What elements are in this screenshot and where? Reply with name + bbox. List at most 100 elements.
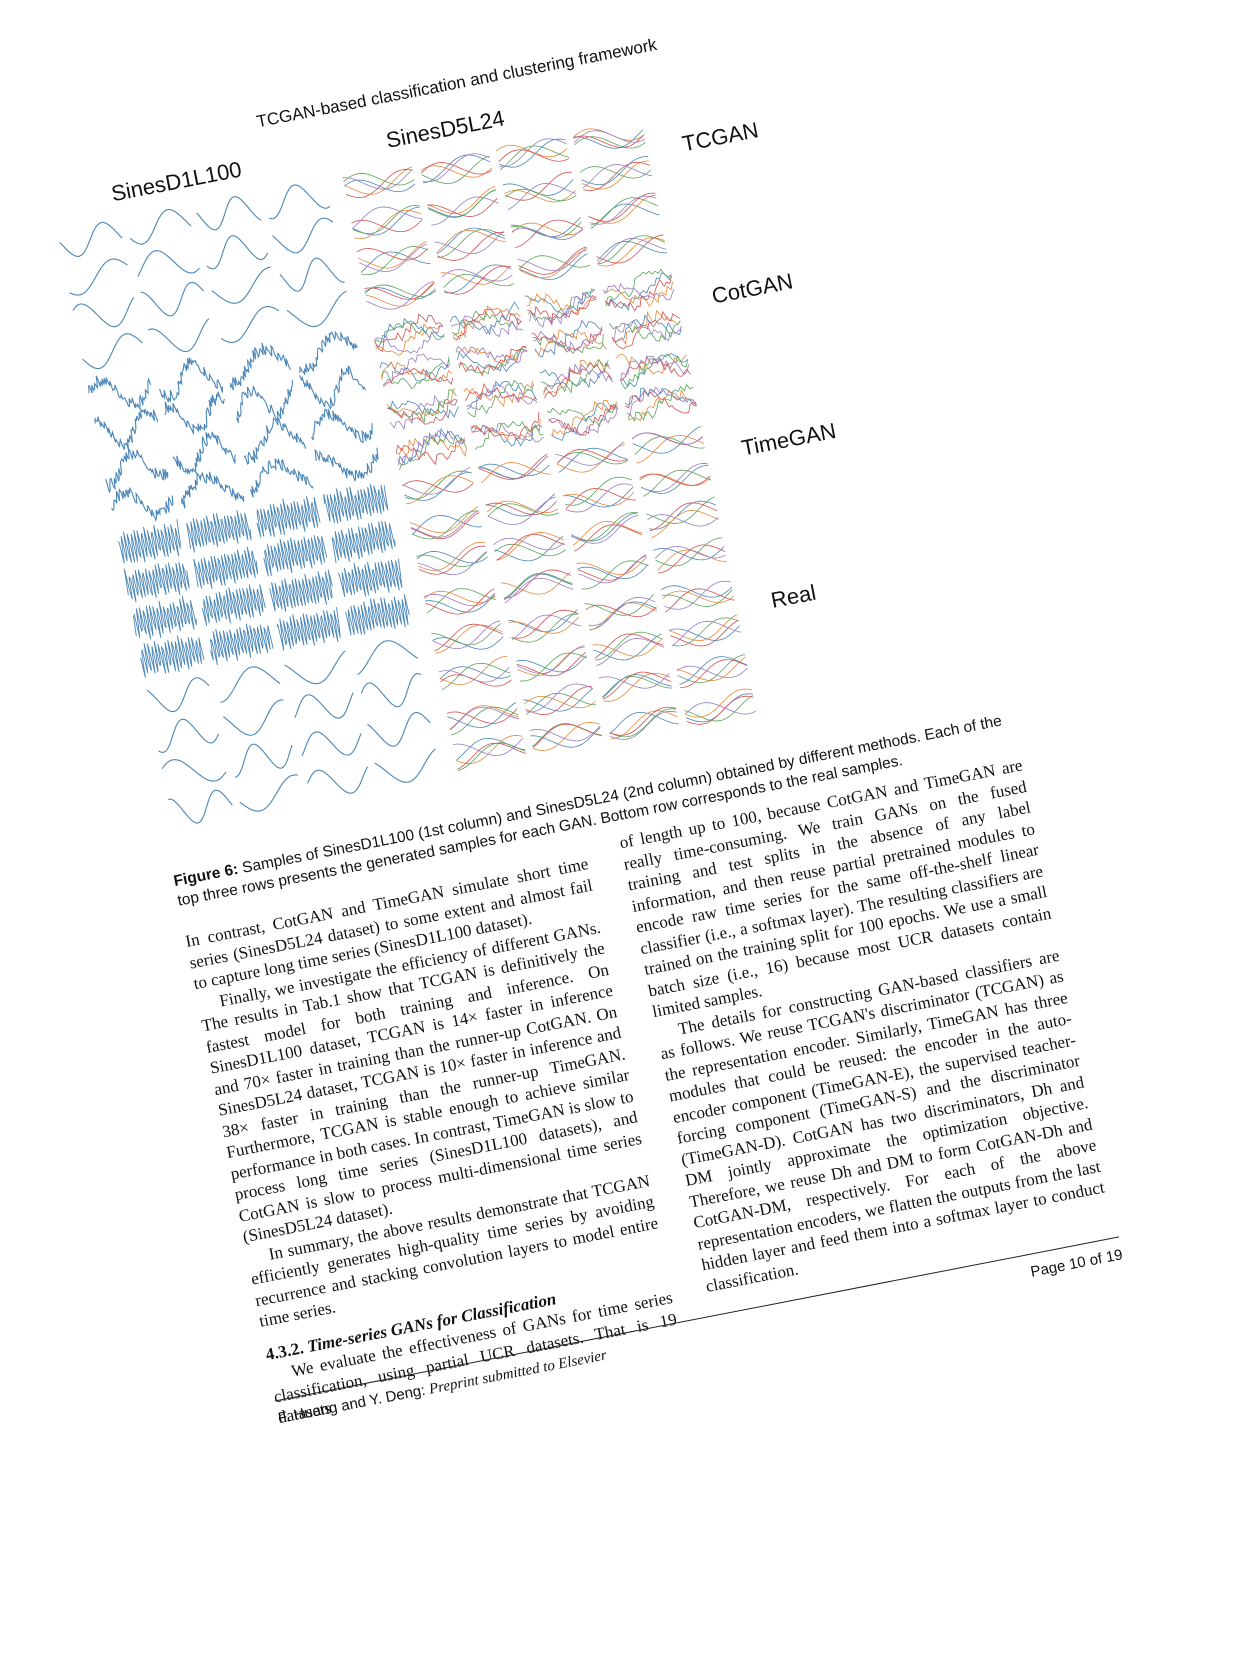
sample-line-d5l24 [451,310,524,335]
sample-line-d5l24 [455,345,528,365]
sample-line-d5l24 [446,708,518,724]
sample-line-d5l24 [609,711,680,735]
sample-line-d1l100 [230,342,291,391]
sample-line-d5l24 [668,625,740,641]
sample-line-d5l24 [597,235,666,265]
document-page: TCGAN-based classification and clusterin… [33,0,1163,1628]
sample-line-d5l24 [470,424,543,447]
sample-line-d5l24 [589,601,657,631]
sample-line-d5l24 [611,310,680,350]
sample-line-d5l24 [517,247,587,272]
sample-line-d5l24 [423,592,496,607]
sample-line-d5l24 [555,441,625,466]
sample-line-d5l24 [668,614,738,642]
sample-line-d5l24 [507,183,577,211]
sample-line-d5l24 [404,470,472,500]
sample-line-d5l24 [387,389,457,424]
sample-line-d5l24 [581,560,649,590]
sample-line-d1l100 [256,496,321,538]
sample-line-d5l24 [431,196,499,226]
sample-line-d5l24 [452,305,521,341]
sample-line-d5l24 [508,616,580,634]
sample-line-d1l100 [299,364,367,410]
sample-line-d5l24 [397,429,465,467]
sample-line-d1l100 [159,357,224,403]
sample-line-d5l24 [435,624,503,654]
column-label-sinesd5l24: SinesD5L24 [384,105,506,152]
sample-line-d5l24 [438,667,510,683]
sample-line-d5l24 [481,462,552,484]
sample-line-d1l100 [249,458,314,498]
sample-line-d5l24 [592,638,663,657]
sample-line-d5l24 [686,695,754,725]
sample-line-d5l24 [450,706,519,736]
sample-line-d5l24 [485,501,557,515]
sample-line-d5l24 [354,210,422,239]
sample-line-d5l24 [680,659,748,689]
sample-line-d1l100 [263,535,328,577]
sample-line-d5l24 [436,227,506,255]
sample-line-d5l24 [504,190,576,203]
sample-line-d5l24 [478,455,548,479]
sample-line-d1l100 [193,546,259,589]
sample-line-d5l24 [531,326,603,353]
sample-line-d1l100 [286,290,347,328]
figure-6: SinesD1L100 SinesD5L24 TCGAN CotGAN Time… [59,105,838,824]
sample-line-d5l24 [431,623,501,646]
sample-line-d5l24 [603,281,673,307]
sample-line-d5l24 [395,438,466,466]
sample-line-d5l24 [609,320,681,342]
sample-line-d5l24 [565,488,636,510]
sample-line-d1l100 [111,486,174,522]
sample-line-d1l100 [314,447,379,482]
sample-line-d5l24 [458,346,527,375]
sample-line-d5l24 [365,282,435,307]
sample-line-d5l24 [685,702,757,715]
sample-line-d5l24 [432,620,501,650]
sample-line-d1l100 [243,417,307,466]
sample-line-d5l24 [373,325,444,354]
sample-line-d5l24 [516,645,585,674]
sample-line-d1l100 [311,408,373,444]
sample-line-d5l24 [364,282,435,300]
sample-line-d5l24 [411,510,479,540]
sample-line-d5l24 [532,723,602,748]
sample-line-d5l24 [386,387,456,422]
sample-line-d5l24 [457,742,526,771]
sample-line-d5l24 [564,476,632,506]
sample-line-d5l24 [352,206,420,236]
sample-line-d5l24 [610,710,677,740]
sample-line-d5l24 [418,541,485,571]
sample-line-d5l24 [402,467,471,495]
sample-line-d5l24 [603,672,671,702]
sample-line-d5l24 [576,556,647,575]
sample-line-d5l24 [496,531,565,561]
sample-line-d5l24 [375,323,443,356]
sample-line-d5l24 [428,189,496,218]
sample-line-d5l24 [604,275,672,312]
sample-line-d5l24 [556,451,629,465]
sample-line-d5l24 [669,619,739,647]
sample-line-d5l24 [486,500,559,514]
sample-line-d5l24 [602,674,672,698]
sample-line-d1l100 [59,221,123,257]
sample-line-d1l100 [137,250,200,277]
sample-line-d5l24 [649,502,718,532]
sample-line-d5l24 [578,555,647,584]
sample-line-d5l24 [676,656,746,681]
sample-line-d5l24 [685,688,753,718]
sample-line-d5l24 [443,273,515,289]
sample-line-d5l24 [515,219,583,249]
sample-line-d5l24 [449,706,520,731]
sample-line-d5l24 [450,315,522,338]
sample-line-d5l24 [523,687,593,712]
sample-line-d5l24 [382,367,454,387]
sample-line-d5l24 [417,551,487,576]
sample-line-d5l24 [602,676,673,698]
sample-line-d5l24 [657,544,726,574]
sample-line-d5l24 [620,353,688,388]
sample-line-d1l100 [123,562,190,603]
sample-line-d5l24 [565,483,633,513]
sample-line-d5l24 [671,617,739,647]
sample-line-d1l100 [301,731,362,756]
